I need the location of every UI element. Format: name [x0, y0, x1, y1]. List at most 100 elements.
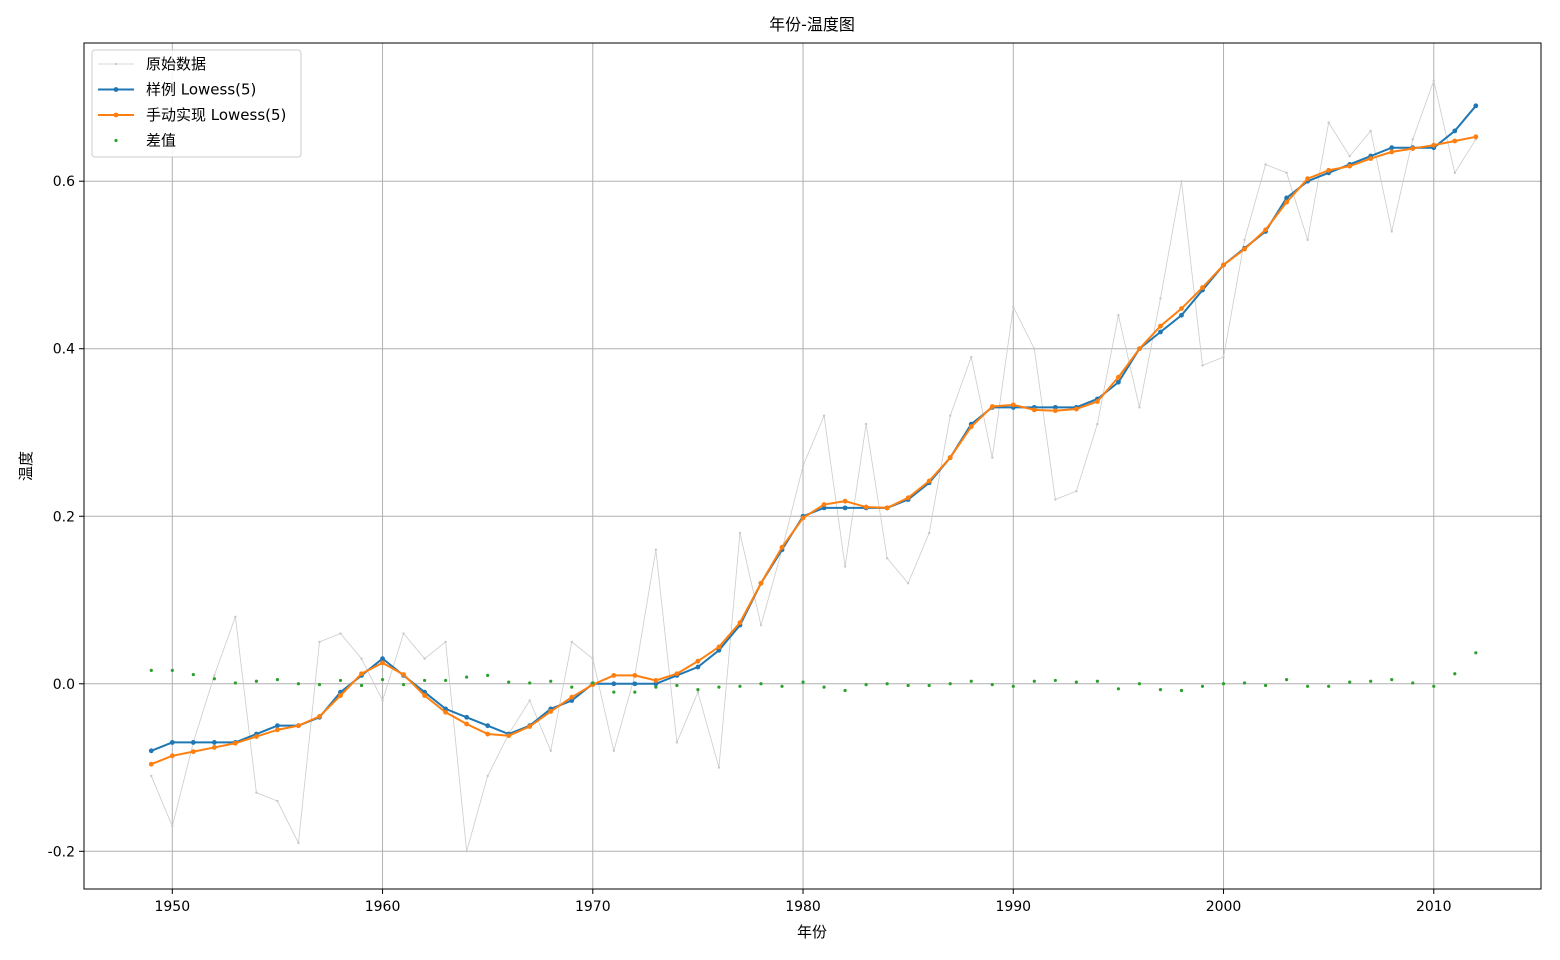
data-point	[528, 699, 531, 702]
data-point	[675, 683, 679, 688]
data-point	[864, 422, 868, 426]
data-point	[444, 640, 447, 644]
legend-label: 手动实现 Lowess(5)	[146, 106, 286, 124]
data-point	[1137, 682, 1142, 686]
data-point	[211, 740, 217, 745]
data-point	[254, 734, 259, 739]
data-point	[1327, 121, 1330, 124]
data-point	[695, 658, 701, 664]
data-point	[190, 740, 196, 745]
x-tick-label: 2010	[1416, 899, 1452, 915]
data-point	[317, 714, 322, 719]
data-point	[423, 657, 426, 660]
data-point	[1264, 163, 1267, 166]
data-point	[1306, 684, 1310, 688]
data-point	[338, 678, 343, 683]
data-point	[1431, 142, 1437, 148]
data-point	[821, 505, 827, 511]
data-point	[211, 745, 217, 750]
data-point	[906, 683, 910, 688]
data-point	[359, 683, 364, 688]
data-point	[549, 749, 552, 752]
y-tick-label: 0.6	[53, 174, 75, 190]
data-point	[569, 694, 575, 700]
data-point	[149, 668, 153, 672]
data-point	[233, 681, 237, 685]
data-point	[970, 355, 973, 359]
data-point	[633, 690, 637, 694]
y-tick-label: -0.2	[48, 844, 75, 860]
data-point	[822, 685, 826, 689]
chart-title: 年份-温度图	[769, 15, 855, 34]
data-point	[422, 693, 427, 698]
data-point	[1348, 680, 1352, 684]
data-point	[926, 478, 932, 484]
data-point	[632, 673, 638, 678]
data-point	[780, 684, 784, 688]
data-point	[275, 677, 280, 682]
data-point	[570, 640, 573, 644]
data-point	[190, 749, 196, 755]
data-point	[1452, 138, 1458, 144]
data-point	[1390, 677, 1394, 682]
data-point	[338, 693, 343, 698]
data-point	[443, 709, 449, 715]
data-point	[1052, 404, 1058, 410]
data-point	[716, 644, 722, 650]
data-point	[1052, 408, 1058, 414]
data-point	[464, 721, 470, 727]
data-point	[1031, 407, 1037, 413]
data-point	[968, 424, 974, 430]
data-point	[906, 582, 910, 585]
data-point	[1285, 171, 1288, 175]
x-axis-title: 年份	[797, 923, 827, 941]
data-point	[1179, 312, 1184, 318]
data-point	[1116, 687, 1121, 691]
x-tick-label: 1980	[785, 899, 821, 915]
data-point	[1348, 154, 1351, 158]
data-point	[1158, 688, 1163, 692]
data-point	[465, 675, 469, 679]
series-line	[150, 79, 1477, 852]
series-line	[150, 105, 1477, 752]
legend-item: 原始数据	[98, 55, 206, 73]
data-point	[1094, 399, 1100, 404]
data-point	[191, 672, 195, 677]
data-point	[1284, 199, 1290, 205]
data-point	[212, 677, 216, 681]
data-point	[759, 682, 763, 686]
data-point	[1474, 651, 1478, 655]
data-point	[1032, 679, 1036, 683]
data-point	[360, 657, 363, 660]
data-point	[1095, 679, 1099, 683]
data-point	[759, 623, 763, 627]
data-point	[1284, 195, 1290, 201]
data-point	[991, 456, 994, 459]
data-point	[1390, 230, 1393, 233]
data-point	[296, 723, 301, 729]
data-point	[612, 690, 616, 694]
data-point	[548, 709, 554, 714]
data-point	[381, 699, 384, 702]
data-point	[1263, 683, 1268, 688]
data-point	[905, 495, 911, 501]
data-point	[1053, 678, 1057, 683]
data-point	[1222, 355, 1225, 359]
y-tick-label: 0.4	[53, 342, 75, 358]
legend-marker	[113, 87, 119, 92]
data-point	[422, 678, 427, 683]
data-point	[275, 723, 280, 729]
data-point	[801, 464, 805, 468]
data-point	[1347, 163, 1353, 169]
data-point	[1159, 297, 1162, 300]
legend-marker	[114, 138, 118, 143]
data-point	[1305, 176, 1311, 182]
data-point	[1389, 145, 1395, 151]
axis-ticks: 1950 1960 1970 1980 1990 2000 2010 -0.2 0.0 0.2 0.…	[48, 174, 1452, 915]
data-point	[947, 455, 953, 461]
data-point	[380, 677, 385, 682]
data-point	[1411, 681, 1415, 685]
legend-label: 差值	[146, 132, 176, 150]
data-point	[1242, 246, 1247, 252]
